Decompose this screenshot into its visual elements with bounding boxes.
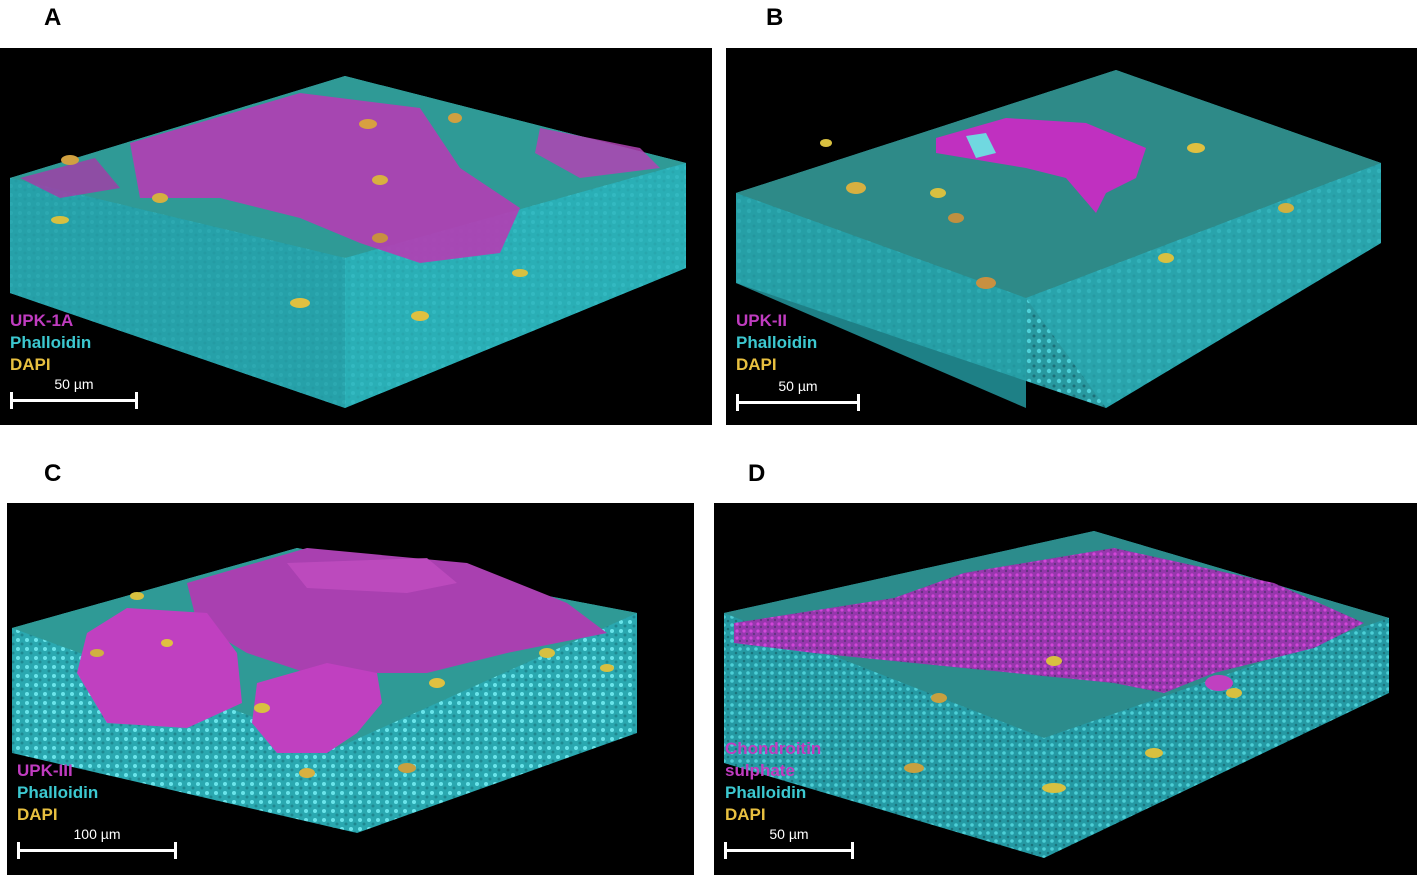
panel-label-a: A [44,4,62,31]
micrograph-panel-d: Chondroitin sulphate Phalloidin DAPI 50 … [714,503,1417,875]
stain-label: Phalloidin [725,783,807,802]
panel-label-b: B [766,4,784,31]
stain-label: UPK-II [736,311,787,330]
stain-label: DAPI [10,355,51,374]
tissue-render-c [12,548,637,833]
scale-bar-d: 50 µm [724,826,854,862]
scale-bar-label: 100 µm [73,826,121,842]
scale-bar-label: 50 µm [769,826,809,842]
tissue-render-b [736,70,1381,408]
stain-label: Phalloidin [10,333,92,352]
stain-legend-a: UPK-1A Phalloidin DAPI [10,310,91,376]
stain-legend-d: Chondroitin sulphate Phalloidin DAPI [725,738,821,826]
stain-label: UPK-1A [10,311,74,330]
micrograph-panel-b: UPK-II Phalloidin DAPI 50 µm [726,48,1417,425]
stain-label: sulphate [725,761,795,780]
stain-label: Chondroitin [725,739,822,758]
scale-bar-label: 50 µm [54,376,94,392]
scale-bar-c: 100 µm [17,826,177,862]
scale-bar-a: 50 µm [10,376,138,412]
stain-label: DAPI [725,805,766,824]
tissue-render-d [724,531,1389,858]
panel-label-c: C [44,460,62,487]
stain-label: DAPI [736,355,777,374]
stain-label: UPK-III [17,761,73,780]
stain-label: DAPI [17,805,58,824]
stain-label: Phalloidin [736,333,818,352]
tissue-render-a [10,76,686,408]
stain-legend-b: UPK-II Phalloidin DAPI [736,310,817,376]
micrograph-panel-a: UPK-1A Phalloidin DAPI 50 µm [0,48,712,425]
micrograph-panel-c: UPK-III Phalloidin DAPI 100 µm [7,503,694,875]
scale-bar-label: 50 µm [778,378,818,394]
stain-legend-c: UPK-III Phalloidin DAPI [17,760,98,826]
panel-label-d: D [748,460,766,487]
scale-bar-b: 50 µm [736,378,860,414]
stain-label: Phalloidin [17,783,99,802]
